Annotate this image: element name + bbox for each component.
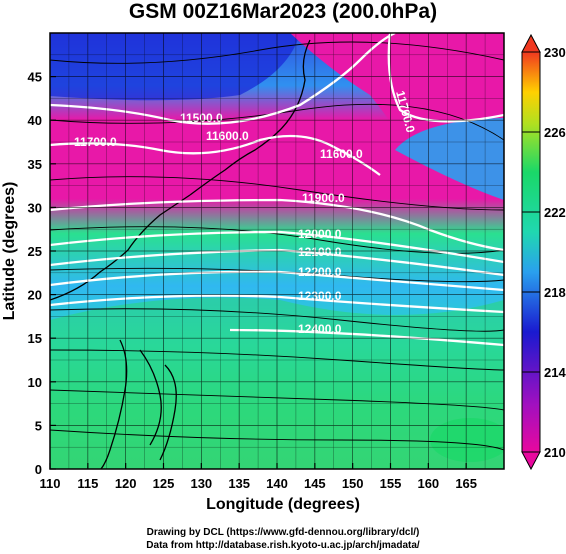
credit-drawing: Drawing by DCL (https://www.gfd-dennou.o… xyxy=(146,527,420,538)
colorbar-tick-label: 222 xyxy=(544,205,566,220)
x-tick-label: 130 xyxy=(190,476,212,491)
colorbar-tick-label: 218 xyxy=(544,285,566,300)
contour-label: 12400.0 xyxy=(298,322,342,336)
x-tick-label: 145 xyxy=(304,476,326,491)
x-tick-label: 160 xyxy=(417,476,439,491)
x-tick-label: 155 xyxy=(380,476,402,491)
contour-label: 12100.0 xyxy=(298,245,342,259)
colorbar-ticks: 210 214 218 222 226 230 xyxy=(522,45,566,460)
x-tick-label: 125 xyxy=(153,476,175,491)
y-tick-label: 15 xyxy=(28,331,42,346)
credit-data: Data from http://database.rish.kyoto-u.a… xyxy=(146,540,420,551)
y-axis-ticks: 0 5 10 15 20 25 30 35 40 45 xyxy=(28,70,56,477)
contour-label: 12000.0 xyxy=(298,227,342,241)
y-tick-label: 30 xyxy=(28,200,42,215)
x-tick-label: 140 xyxy=(266,476,288,491)
chart-title: GSM 00Z16Mar2023 (200.0hPa) xyxy=(128,0,438,23)
colorbar-max-arrow xyxy=(521,33,541,53)
y-tick-label: 25 xyxy=(28,244,42,259)
x-tick-label: 150 xyxy=(342,476,364,491)
height-contours xyxy=(50,33,504,347)
x-tick-label: 115 xyxy=(77,476,98,491)
colorbar: 210 214 218 222 226 230 xyxy=(521,33,566,471)
x-axis-label: Longitude (degrees) xyxy=(206,496,360,513)
y-tick-label: 5 xyxy=(35,418,42,433)
y-axis-label: Latitude (degrees) xyxy=(1,182,18,321)
contour-label: 12200.0 xyxy=(298,265,342,279)
y-tick-label: 40 xyxy=(28,113,42,128)
colorbar-tick-label: 226 xyxy=(544,125,566,140)
contour-label: 11900.0 xyxy=(302,191,345,205)
colorbar-tick-label: 210 xyxy=(544,445,566,460)
contour-label: 11600.0 xyxy=(206,129,249,143)
colorbar-body xyxy=(521,51,541,453)
contour-label: 12300.0 xyxy=(298,289,342,303)
x-axis-ticks: 110 115 120 125 130 135 140 145 150 155 160 165 xyxy=(40,463,477,491)
colorbar-tick-label: 214 xyxy=(544,365,566,380)
y-tick-label: 0 xyxy=(35,462,42,477)
contour-label: 11600.0 xyxy=(320,147,363,161)
grid-lines xyxy=(50,33,504,469)
x-tick-label: 165 xyxy=(455,476,477,491)
colorbar-min-arrow xyxy=(521,451,541,471)
y-tick-label: 10 xyxy=(28,375,42,390)
x-tick-label: 120 xyxy=(115,476,137,491)
x-tick-label: 135 xyxy=(228,476,250,491)
y-tick-label: 35 xyxy=(28,157,42,172)
y-tick-label: 45 xyxy=(28,70,42,85)
x-tick-label: 110 xyxy=(40,476,61,491)
y-tick-label: 20 xyxy=(28,288,42,303)
colorbar-tick-label: 230 xyxy=(544,45,566,60)
